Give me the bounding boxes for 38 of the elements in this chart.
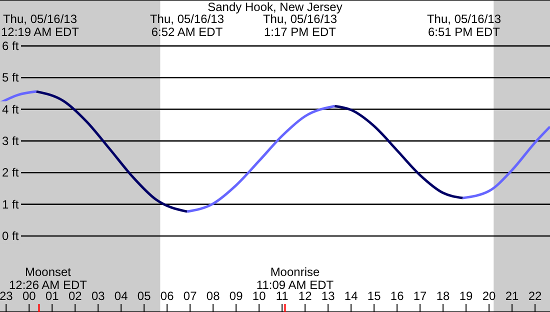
x-tick-label: 05: [137, 289, 152, 303]
x-tick-label: 01: [45, 289, 60, 303]
x-tick-label: 15: [367, 289, 382, 303]
y-tick-label: 2 ft: [2, 166, 20, 180]
annotation: Moonrise 11:09 AM EDT: [256, 265, 334, 292]
x-tick-label: 17: [413, 289, 428, 303]
x-tick-label: 12: [298, 289, 312, 303]
x-tick-label: 02: [68, 289, 82, 303]
x-tick-label: 00: [22, 289, 36, 303]
annotation: Thu, 05/16/13 1:17 PM EDT: [262, 12, 338, 39]
x-tick-label: 22: [528, 289, 542, 303]
x-tick-label: 18: [436, 289, 450, 303]
annotation: Thu, 05/16/13 6:52 AM EDT: [150, 12, 224, 39]
annotation: Thu, 05/16/13 6:51 PM EDT: [426, 12, 502, 39]
x-tick-label: 19: [459, 289, 474, 303]
x-tick-label: 11: [276, 289, 289, 303]
y-tick-label: 1 ft: [2, 197, 20, 212]
x-tick-label: 14: [344, 289, 358, 303]
x-tick-label: 23: [0, 289, 14, 303]
x-tick-label: 20: [482, 289, 496, 303]
x-tick-label: 10: [252, 289, 266, 303]
y-tick-label: 4 ft: [2, 102, 20, 116]
y-tick-label: 5 ft: [2, 70, 20, 85]
x-tick-label: 03: [91, 289, 106, 303]
x-tick-label: 09: [229, 289, 244, 303]
annotation: Moonset 12:26 AM EDT: [8, 265, 88, 292]
x-tick-label: 04: [114, 289, 128, 303]
x-tick-label: 07: [183, 289, 198, 303]
x-tick-label: 21: [505, 289, 520, 303]
x-tick-label: 13: [321, 289, 336, 303]
y-tick-label: 3 ft: [2, 134, 20, 148]
x-tick-label: 16: [390, 289, 404, 303]
x-tick-label: 08: [206, 289, 220, 303]
y-tick-label: 0 ft: [2, 228, 20, 243]
chart-title: Sandy Hook, New Jersey: [208, 0, 342, 14]
y-tick-label: 6 ft: [2, 38, 20, 53]
x-tick-label: 06: [160, 289, 174, 303]
annotation: Thu, 05/16/13 12:19 AM EDT: [0, 12, 80, 39]
